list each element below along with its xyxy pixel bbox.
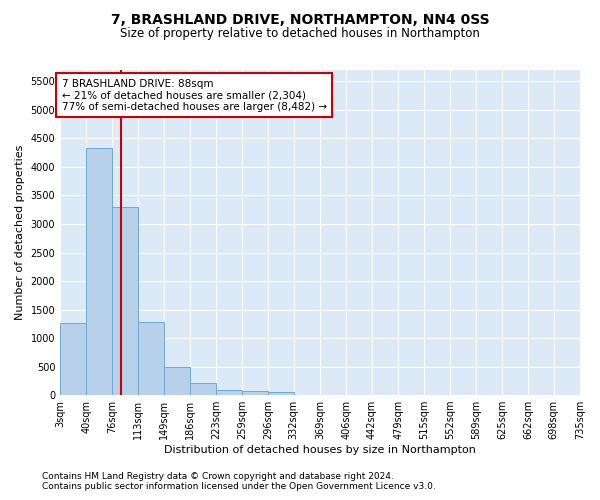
Bar	[138, 322, 164, 395]
Bar	[112, 207, 138, 395]
Text: 7 BRASHLAND DRIVE: 88sqm
← 21% of detached houses are smaller (2,304)
77% of sem: 7 BRASHLAND DRIVE: 88sqm ← 21% of detach…	[62, 78, 327, 112]
Text: Size of property relative to detached houses in Northampton: Size of property relative to detached ho…	[120, 28, 480, 40]
Bar	[268, 392, 294, 395]
Text: Contains public sector information licensed under the Open Government Licence v3: Contains public sector information licen…	[42, 482, 436, 491]
Bar	[164, 367, 190, 395]
Bar	[217, 390, 242, 395]
Bar	[60, 322, 86, 395]
Bar	[242, 391, 268, 395]
Bar	[86, 148, 112, 395]
X-axis label: Distribution of detached houses by size in Northampton: Distribution of detached houses by size …	[164, 445, 476, 455]
Text: 7, BRASHLAND DRIVE, NORTHAMPTON, NN4 0SS: 7, BRASHLAND DRIVE, NORTHAMPTON, NN4 0SS	[110, 12, 490, 26]
Y-axis label: Number of detached properties: Number of detached properties	[15, 145, 25, 320]
Bar	[190, 382, 217, 395]
Text: Contains HM Land Registry data © Crown copyright and database right 2024.: Contains HM Land Registry data © Crown c…	[42, 472, 394, 481]
